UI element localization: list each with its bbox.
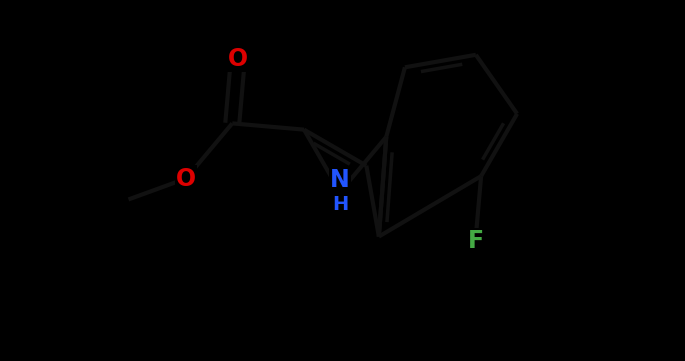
Text: O: O xyxy=(176,166,196,191)
Text: H: H xyxy=(332,195,348,214)
Text: N: N xyxy=(330,168,350,192)
Text: O: O xyxy=(228,47,248,71)
Text: F: F xyxy=(467,229,484,253)
